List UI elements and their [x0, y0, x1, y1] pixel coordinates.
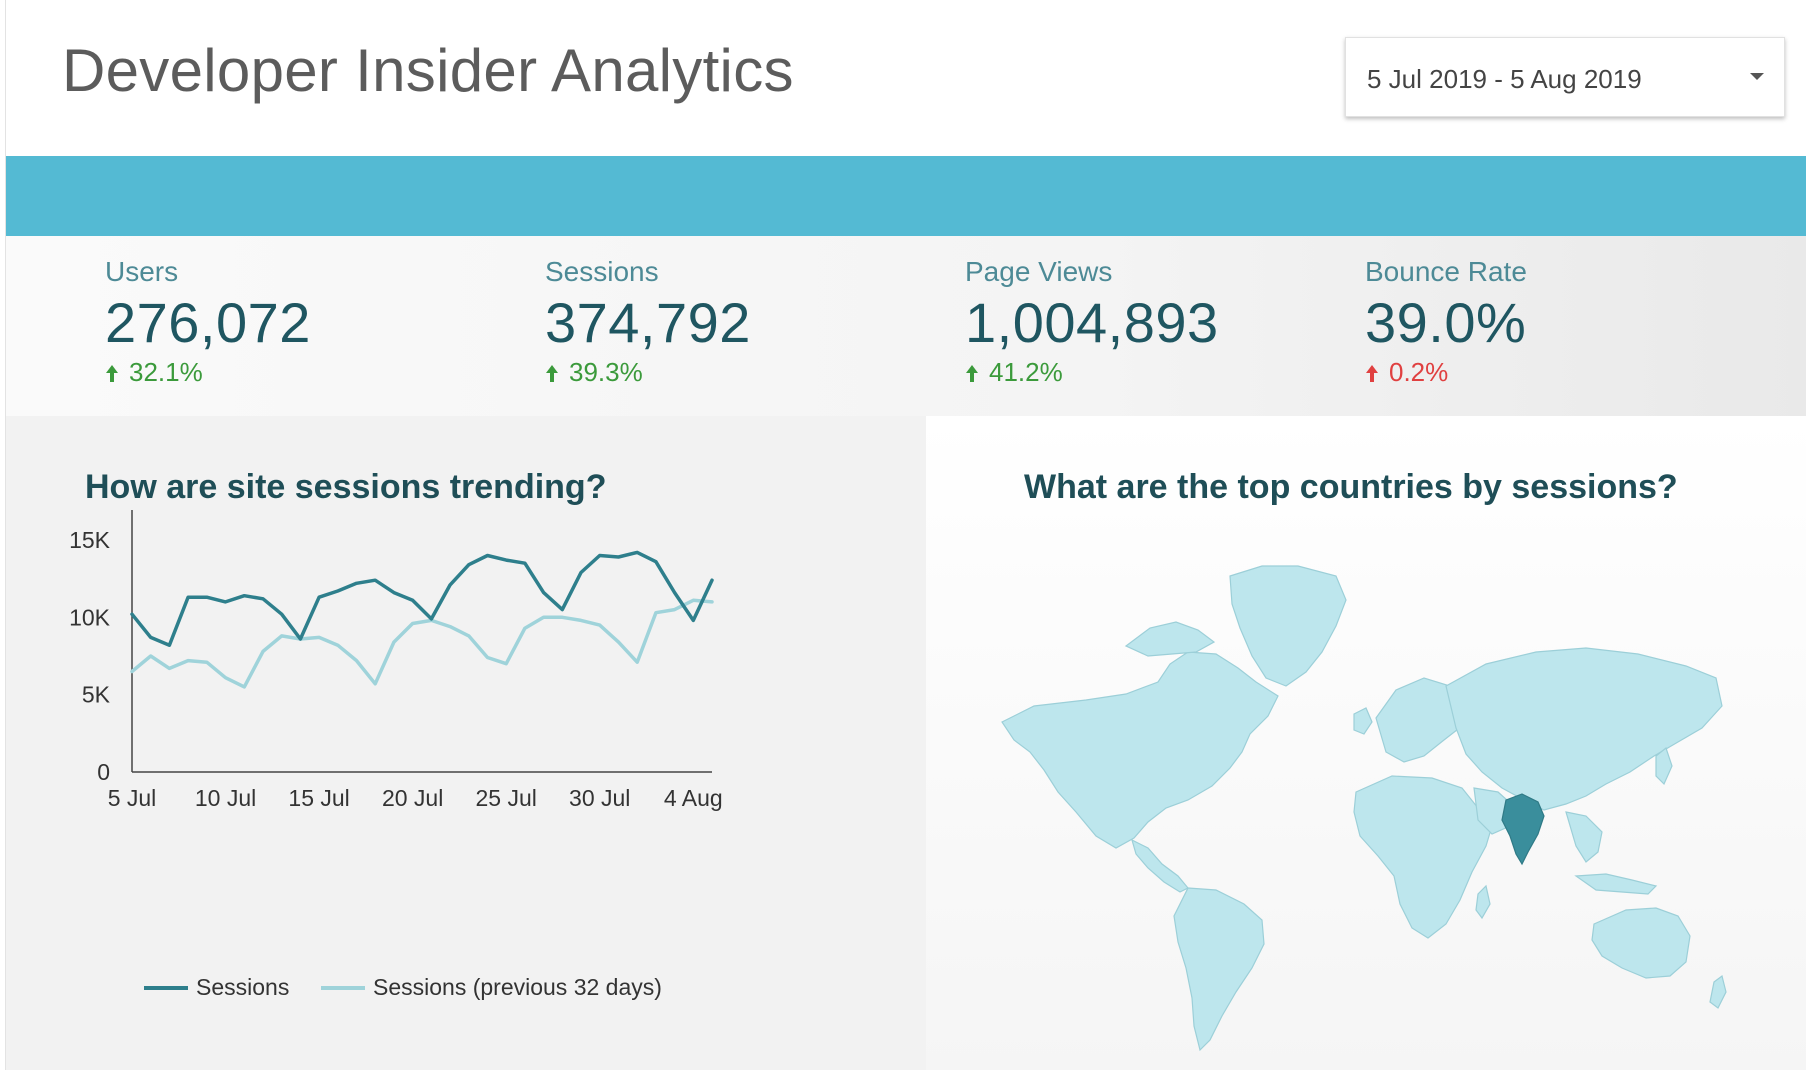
- new-zealand-shape: [1709, 974, 1727, 1009]
- x-tick-label: 5 Jul: [108, 785, 157, 811]
- y-tick-label: 10K: [69, 604, 111, 630]
- kpi-bounce-rate: Bounce Rate 39.0% 0.2%: [1365, 256, 1527, 388]
- kpi-label: Sessions: [545, 256, 659, 287]
- x-tick-label: 30 Jul: [569, 785, 630, 811]
- legend-sessions[interactable]: Sessions: [144, 974, 289, 1001]
- banner: [6, 156, 1806, 236]
- uk-shape: [1353, 707, 1373, 735]
- kpi-value: 1,004,893: [965, 291, 1219, 354]
- world-map[interactable]: [926, 416, 1806, 1070]
- legend-swatch: [321, 985, 365, 990]
- kpi-label: Bounce Rate: [1365, 256, 1527, 287]
- kpi-delta-value: 39.3%: [569, 357, 643, 387]
- india-highlight-shape: [1501, 793, 1545, 866]
- sessions-trend-panel: How are site sessions trending? 0 5K 10K 15…: [6, 416, 926, 1070]
- x-tick-label: 10 Jul: [195, 785, 256, 811]
- kpi-value: 39.0%: [1365, 291, 1527, 354]
- kpi-value: 374,792: [545, 291, 751, 354]
- legend-label: Sessions: [196, 974, 290, 1000]
- kpi-label: Users: [105, 256, 179, 287]
- y-tick-label: 0: [97, 759, 110, 785]
- indonesia-shape: [1574, 873, 1658, 895]
- kpi-value: 276,072: [105, 291, 311, 354]
- kpi-delta: 39.3%: [545, 357, 751, 388]
- legend-sessions-previous[interactable]: Sessions (previous 32 days): [321, 974, 662, 1001]
- countries-map-panel: What are the top countries by sessions?: [926, 416, 1806, 1070]
- caret-down-icon[interactable]: [1750, 73, 1764, 80]
- legend-swatch: [144, 985, 188, 990]
- kpi-page-views: Page Views 1,004,893 41.2%: [965, 256, 1219, 388]
- date-range-value: 5 Jul 2019 - 5 Aug 2019: [1367, 64, 1642, 94]
- header: Developer Insider Analytics 5 Jul 2019 -…: [6, 0, 1806, 156]
- trend-panel-title: How are site sessions trending?: [85, 468, 607, 506]
- australia-shape: [1591, 907, 1691, 979]
- x-tick-label: 4 Aug: [664, 785, 723, 811]
- kpi-label: Page Views: [965, 256, 1113, 287]
- kpi-delta-value: 41.2%: [989, 357, 1063, 387]
- arrow-up-icon: [105, 363, 119, 383]
- kpi-delta-value: 0.2%: [1389, 357, 1449, 387]
- madagascar-shape: [1475, 884, 1491, 920]
- kpi-strip: Users 276,072 32.1% Sessions 374,792 39.…: [6, 236, 1806, 416]
- kpi-delta: 32.1%: [105, 357, 311, 388]
- southeast-asia-shape: [1565, 811, 1603, 863]
- dashboard-page: Developer Insider Analytics 5 Jul 2019 -…: [5, 0, 1806, 1070]
- date-range-select[interactable]: 5 Jul 2019 - 5 Aug 2019: [1345, 37, 1785, 117]
- africa-shape: [1353, 775, 1493, 939]
- kpi-users: Users 276,072 32.1%: [105, 256, 311, 388]
- south-america-shape: [1173, 887, 1265, 1052]
- arrow-up-icon: [1365, 363, 1379, 383]
- y-tick-label: 15K: [69, 527, 111, 553]
- x-tick-label: 25 Jul: [476, 785, 537, 811]
- kpi-delta: 0.2%: [1365, 357, 1527, 388]
- map-panel-title: What are the top countries by sessions?: [1024, 468, 1678, 506]
- arrow-up-icon: [965, 363, 979, 383]
- kpi-sessions: Sessions 374,792 39.3%: [545, 256, 751, 388]
- arctic-islands-shape: [1124, 621, 1216, 657]
- sessions-previous-series-line: [130, 598, 714, 689]
- greenland-shape: [1229, 565, 1347, 687]
- central-america-shape: [1131, 838, 1189, 893]
- sessions-series-line: [130, 550, 714, 647]
- japan-shape: [1655, 746, 1673, 786]
- legend-label: Sessions (previous 32 days): [373, 974, 662, 1000]
- sessions-line-chart: 0 5K 10K 15K 5 Jul 10 Jul 15 Jul 20 Jul 25 Jul 30…: [69, 510, 723, 811]
- kpi-delta: 41.2%: [965, 357, 1219, 388]
- asia-shape: [1445, 647, 1723, 811]
- arrow-up-icon: [545, 363, 559, 383]
- x-tick-label: 20 Jul: [382, 785, 443, 811]
- page-title: Developer Insider Analytics: [62, 37, 794, 104]
- y-tick-label: 5K: [82, 682, 111, 708]
- north-america-shape: [1001, 651, 1279, 849]
- kpi-delta-value: 32.1%: [129, 357, 203, 387]
- x-tick-label: 15 Jul: [288, 785, 349, 811]
